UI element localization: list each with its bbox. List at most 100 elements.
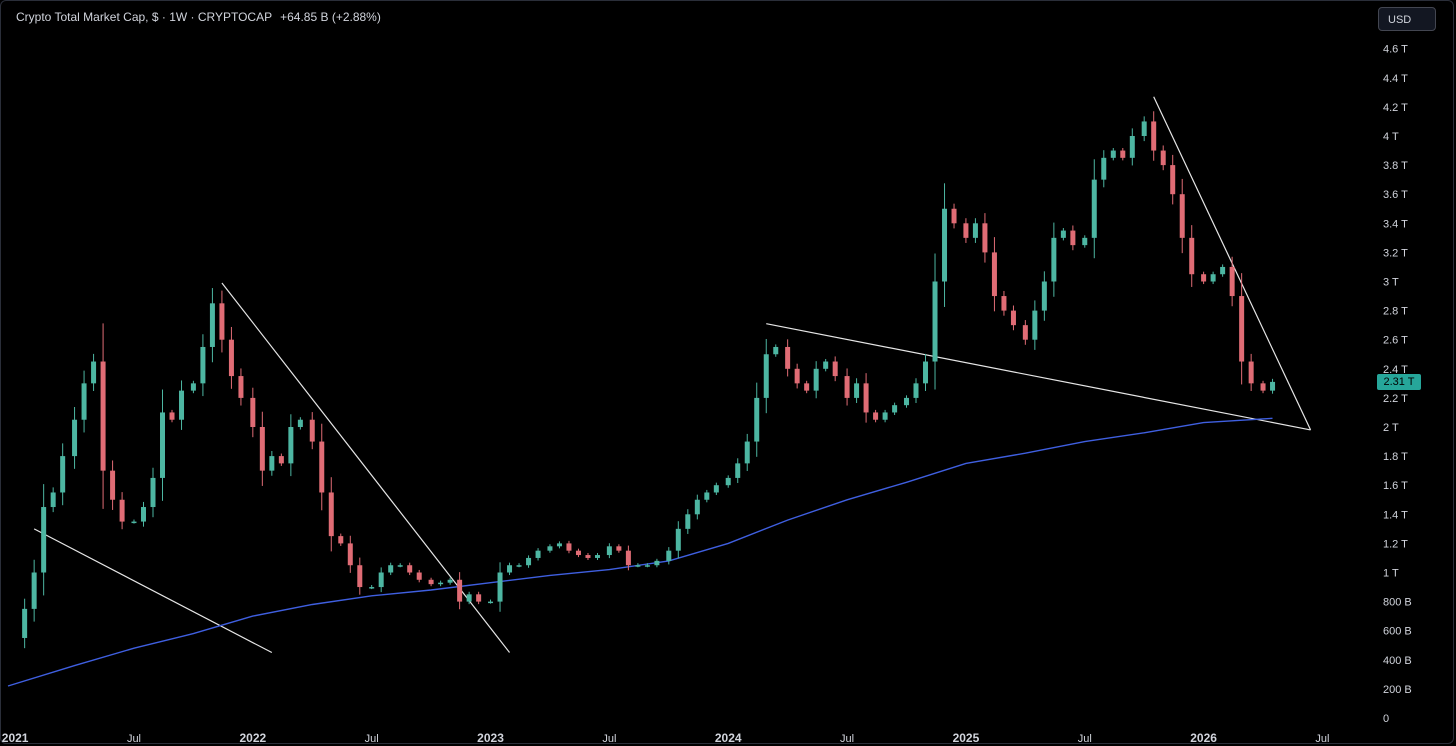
candle-down (616, 546, 622, 551)
candle-up (81, 383, 87, 420)
trendline[interactable] (766, 323, 1311, 431)
candle-up (516, 565, 522, 567)
candle-up (507, 565, 513, 573)
candle-down (585, 555, 591, 558)
candle-down (1179, 194, 1185, 238)
candle-down (357, 565, 363, 588)
y-tick-label: 3 T (1383, 277, 1399, 289)
candle-down (991, 252, 997, 297)
y-tick-label: 200 B (1383, 684, 1412, 696)
candle-up (131, 521, 137, 524)
candle-up (60, 456, 66, 493)
candle-up (466, 594, 472, 602)
candle-up (903, 397, 909, 406)
y-tick-label: 2 T (1383, 422, 1399, 434)
symbol-name[interactable]: Crypto Total Market Cap, $ (16, 10, 159, 24)
candle-down (169, 412, 175, 420)
candle-up (447, 579, 453, 583)
candle-down (951, 208, 957, 224)
candle-down (1160, 150, 1166, 166)
candle-up (209, 303, 215, 347)
candle-down (428, 579, 434, 585)
y-tick-label: 0 (1383, 713, 1389, 725)
candle-up (685, 514, 691, 529)
candle-down (566, 543, 572, 551)
candle-down (1070, 230, 1076, 246)
exchange-label: CRYPTOCAP (197, 10, 273, 24)
candle-down (309, 419, 315, 442)
candle-down (982, 223, 988, 253)
candle-up (932, 281, 938, 362)
candle-up (823, 361, 829, 369)
y-tick-label: 4.2 T (1383, 102, 1408, 114)
time-axis[interactable]: 2021 Jul 2022 Jul 2023 Jul 2024 Jul 2025 Jul 2026 J… (2, 731, 1330, 745)
candle-up (773, 346, 779, 355)
candle-up (694, 499, 700, 515)
y-tick-label: 4.4 T (1383, 73, 1408, 85)
y-tick-label: 1.6 T (1383, 480, 1408, 492)
candle-down (238, 376, 244, 398)
candle-up (972, 223, 978, 238)
y-tick-label: 2.8 T (1383, 306, 1408, 318)
chart-legend-header: Crypto Total Market Cap, $ · 1W · CRYPTO… (16, 10, 381, 24)
candle-up (72, 419, 78, 457)
candle-up (1051, 237, 1057, 282)
candle-up (1220, 266, 1226, 275)
y-tick-label: 400 B (1383, 655, 1412, 667)
currency-button[interactable]: USD (1378, 7, 1436, 31)
candle-up (150, 477, 156, 508)
candle-up (1082, 237, 1088, 246)
candle-up (288, 427, 294, 464)
x-tick-label: Jul (365, 733, 379, 745)
candle-up (913, 383, 919, 398)
candle-up (594, 555, 600, 558)
candle-up (41, 507, 47, 573)
candle-up (635, 565, 641, 567)
candle-up (526, 557, 532, 566)
candle-up (763, 354, 769, 398)
candle-up (179, 390, 185, 420)
y-tick-label: 1.8 T (1383, 451, 1408, 463)
moving-average-line (7, 417, 1273, 687)
candle-up (813, 368, 819, 391)
candle-up (297, 419, 303, 427)
y-tick-label: 3.6 T (1383, 189, 1408, 201)
candle-down (1229, 266, 1235, 297)
candle-down (319, 441, 325, 493)
candle-up (606, 546, 612, 556)
candle-down (347, 543, 353, 566)
candle-down (407, 565, 413, 573)
x-tick-label: 2021 (2, 731, 29, 745)
interval-label[interactable]: 1W (169, 10, 188, 24)
price-axis[interactable]: 0 200 B 400 B 600 B 800 B 1 T 1.2 T 1.4 T 1.6 T 1… (1383, 44, 1412, 725)
candle-down (1022, 325, 1028, 340)
candle-up (488, 601, 494, 604)
moving-average-layer (7, 417, 1273, 687)
x-tick-label: Jul (1078, 733, 1092, 745)
x-tick-label: 2025 (953, 731, 980, 745)
candle-up (1101, 157, 1107, 180)
candle-up (31, 572, 37, 609)
y-tick-label: 4.6 T (1383, 44, 1408, 56)
y-tick-label: 3.8 T (1383, 160, 1408, 172)
candle-down (1151, 121, 1157, 151)
candle-up (535, 550, 541, 558)
candle-up (854, 383, 860, 398)
candle-up (1091, 179, 1097, 238)
candle-up (675, 528, 681, 551)
candle-up (397, 565, 403, 567)
candle-up (713, 485, 719, 493)
candle-up (1141, 121, 1147, 136)
y-tick-label: 2.4 T (1383, 364, 1408, 376)
candle-up (654, 560, 660, 566)
trendline[interactable] (33, 528, 273, 654)
last-price-tag: 2.31 T (1377, 374, 1421, 390)
candle-up (1110, 150, 1116, 158)
candle-down (250, 397, 256, 427)
candle-down (1170, 165, 1176, 195)
candle-up (269, 456, 275, 471)
trendlines-layer (33, 96, 1312, 654)
candle-down (219, 303, 225, 340)
candle-down (259, 427, 265, 471)
